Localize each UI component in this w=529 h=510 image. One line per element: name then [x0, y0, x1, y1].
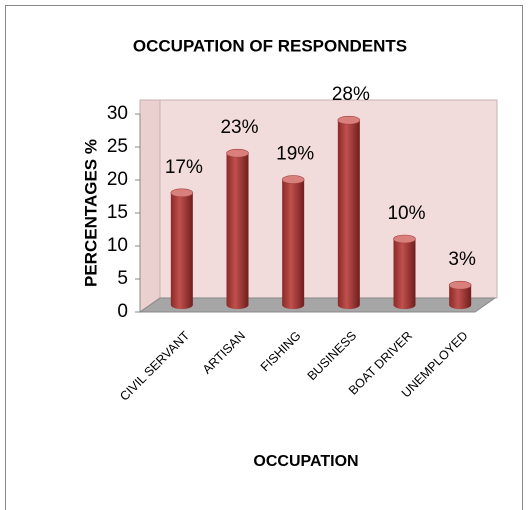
bar — [449, 285, 472, 309]
bar-top — [448, 280, 472, 290]
bar — [170, 192, 193, 309]
y-axis-title: PERCENTAGES % — [81, 139, 100, 287]
bar-top — [337, 115, 361, 125]
back-wall — [159, 99, 498, 299]
bar — [393, 239, 416, 309]
data-label: 3% — [448, 249, 476, 270]
y-tick-label: 15 — [107, 202, 128, 223]
y-tick-label: 30 — [107, 103, 128, 124]
bar-top — [393, 234, 416, 244]
data-label: 10% — [387, 203, 425, 224]
chart-title: OCCUPATION OF RESPONDENTS — [133, 36, 407, 55]
bar-top — [170, 188, 194, 198]
bar-top — [281, 175, 305, 184]
bar — [337, 120, 360, 309]
y-tick-label: 20 — [107, 169, 128, 190]
bar — [282, 179, 305, 309]
y-tick-label: 0 — [117, 301, 128, 322]
x-axis-title: OCCUPATION — [253, 453, 358, 470]
side-wall — [139, 99, 161, 313]
data-label: 28% — [332, 84, 370, 105]
data-label: 17% — [165, 157, 203, 178]
data-label: 23% — [220, 117, 258, 138]
floor — [138, 297, 497, 313]
bar-top — [226, 148, 249, 158]
y-tick-label: 5 — [117, 268, 128, 289]
y-tick-label: 25 — [107, 136, 128, 157]
y-tick-label: 10 — [107, 235, 128, 256]
bar — [226, 153, 249, 309]
data-label: 19% — [276, 144, 314, 165]
